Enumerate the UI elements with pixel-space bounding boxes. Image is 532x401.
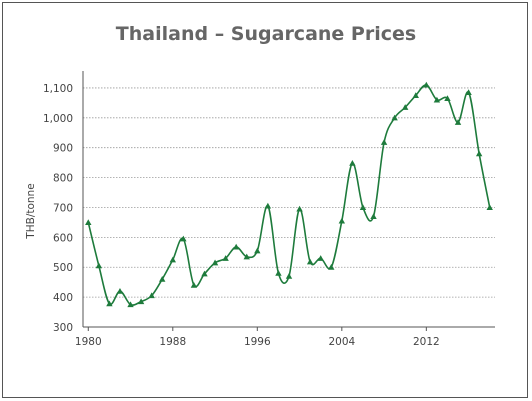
data-point xyxy=(285,273,293,279)
chart-title: Thailand – Sugarcane Prices xyxy=(115,23,417,45)
data-point xyxy=(370,213,377,219)
data-point xyxy=(95,262,103,269)
data-point xyxy=(106,300,113,307)
data-point xyxy=(169,256,176,263)
data-point xyxy=(475,150,483,157)
y-axis-label: THB/tonne xyxy=(25,183,37,239)
data-point xyxy=(159,275,166,282)
data-point xyxy=(391,114,398,121)
data-point xyxy=(296,205,303,212)
data-point xyxy=(444,95,451,101)
data-point xyxy=(317,255,324,261)
line-chart: 300 400 500 600 700 800 900 1,000 1,100 1980 1988 1… xyxy=(25,71,495,348)
data-point xyxy=(338,217,346,224)
data-point xyxy=(222,255,229,261)
axes xyxy=(82,71,495,331)
data-point xyxy=(127,301,134,308)
data-point xyxy=(359,204,367,211)
data-point xyxy=(402,104,409,110)
data-point xyxy=(254,247,261,254)
data-point xyxy=(454,119,462,125)
data-point xyxy=(423,81,430,88)
data-point xyxy=(201,270,208,277)
data-point xyxy=(148,292,155,299)
data-point xyxy=(180,235,187,242)
y-tick-label: 800 xyxy=(53,173,73,185)
data-point xyxy=(116,287,124,294)
data-point xyxy=(137,298,145,305)
series-line xyxy=(87,84,491,306)
y-tick-label: 400 xyxy=(53,292,73,304)
data-point xyxy=(85,219,92,225)
y-tick-label: 900 xyxy=(53,143,73,155)
y-tick-label: 300 xyxy=(53,322,73,334)
x-tick-label: 1996 xyxy=(244,336,271,348)
y-tick-label: 600 xyxy=(53,232,73,244)
data-point xyxy=(232,243,240,250)
grid-lines xyxy=(83,87,495,298)
x-tick-label: 2012 xyxy=(413,336,440,348)
x-tick-label: 2004 xyxy=(328,336,355,348)
data-point xyxy=(433,96,441,103)
data-point xyxy=(486,204,493,211)
y-tick-label: 1,100 xyxy=(43,83,73,95)
data-point xyxy=(412,92,419,98)
series-group xyxy=(85,81,493,308)
y-tick-label: 500 xyxy=(53,262,73,274)
data-point xyxy=(243,253,250,260)
y-tick-label: 700 xyxy=(53,202,73,214)
data-point xyxy=(264,202,272,209)
data-point xyxy=(349,160,356,166)
data-point xyxy=(380,139,388,145)
data-point xyxy=(306,258,314,265)
tick-labels: 300 400 500 600 700 800 900 1,000 1,100 1980 1988 1… xyxy=(43,83,440,348)
data-point xyxy=(190,281,198,288)
x-tick-label: 1980 xyxy=(75,336,102,348)
y-tick-label: 1,000 xyxy=(43,113,73,125)
chart-frame: Thailand – Sugarcane Prices 300 400 500 600… xyxy=(2,2,528,398)
data-point xyxy=(275,270,282,276)
x-tick-label: 1988 xyxy=(159,336,186,348)
data-point xyxy=(465,89,472,95)
data-point xyxy=(328,264,335,270)
data-point xyxy=(211,259,219,266)
